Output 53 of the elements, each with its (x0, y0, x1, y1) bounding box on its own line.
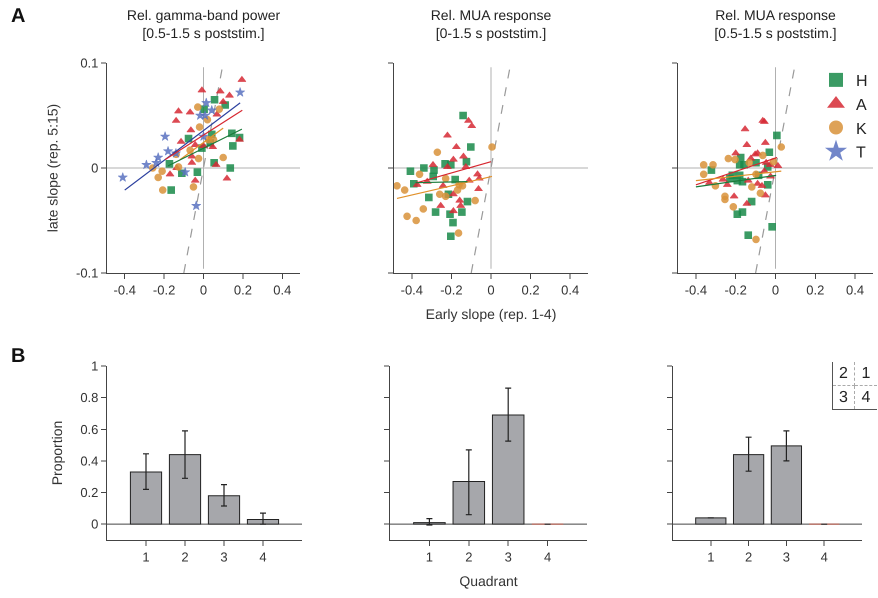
x-tick-label: 3 (782, 550, 790, 565)
x-tick-label: 2 (181, 550, 189, 565)
x-tick-label: 4 (544, 550, 552, 565)
x-tick-label: 0.4 (273, 282, 292, 298)
x-tick-label: 0 (487, 282, 495, 298)
x-tick-label: -0.2 (440, 282, 463, 298)
legend-label: H (856, 73, 868, 90)
annotation: 3 (833, 386, 855, 409)
x-tick-label: 2 (744, 550, 752, 565)
x-axis-title: Early slope (rep. 1-4) (426, 306, 556, 322)
chart-title: Rel. MUA response [0-1.5 s poststim.] (430, 7, 552, 42)
x-tick-label: 1 (426, 550, 434, 565)
y-tick-label: 0.4 (80, 453, 98, 468)
x-tick-label: 4 (259, 550, 267, 565)
y-axis-title: late slope (rep. 5:15) (44, 104, 61, 232)
x-tick-label: -0.2 (724, 282, 747, 298)
x-tick-label: 0.2 (234, 282, 252, 298)
chart-title: Rel. MUA response [0.5-1.5 s poststim.] (714, 7, 837, 42)
x-tick-label: -0.4 (400, 282, 424, 298)
x-tick-label: 3 (504, 550, 512, 565)
x-tick-label: 0 (200, 282, 208, 298)
text: A (11, 5, 26, 27)
legend-label: A (856, 96, 867, 114)
y-tick-label: 0.2 (80, 485, 98, 500)
x-tick-label: 4 (820, 550, 828, 565)
y-tick-label: 0.6 (80, 422, 98, 437)
text: B (11, 345, 26, 367)
legend-label: T (856, 144, 866, 162)
legend-label: K (856, 120, 867, 138)
x-tick-label: 0.2 (522, 282, 540, 298)
y-tick-label: -0.1 (76, 266, 98, 281)
chart-title: Rel. gamma-band power [0.5-1.5 s poststim.] (126, 7, 280, 42)
x-tick-label: -0.4 (684, 282, 708, 298)
x-axis-title: Quadrant (459, 572, 518, 589)
x-tick-label: 2 (465, 550, 472, 565)
y-tick-label: 0 (91, 516, 98, 532)
annotation: 4 (860, 388, 872, 408)
x-tick-label: -0.4 (114, 282, 136, 298)
x-tick-label: 3 (220, 550, 228, 565)
x-tick-label: -0.2 (152, 282, 176, 298)
y-tick-label: 0 (91, 160, 98, 176)
y-axis-title: Proportion (48, 420, 65, 486)
x-tick-label: 0.4 (846, 282, 864, 298)
x-tick-label: 0.2 (806, 282, 824, 298)
x-tick-label: 1 (707, 550, 714, 565)
annotation: 1 (855, 362, 877, 386)
x-tick-label: 0.4 (561, 282, 580, 298)
y-tick-label: 1 (91, 358, 98, 374)
x-tick-label: 1 (142, 550, 150, 565)
annotation: 2 (833, 362, 855, 386)
y-tick-label: 0.1 (80, 56, 98, 71)
y-tick-label: 0.8 (80, 390, 98, 406)
x-tick-label: 0 (772, 282, 780, 298)
